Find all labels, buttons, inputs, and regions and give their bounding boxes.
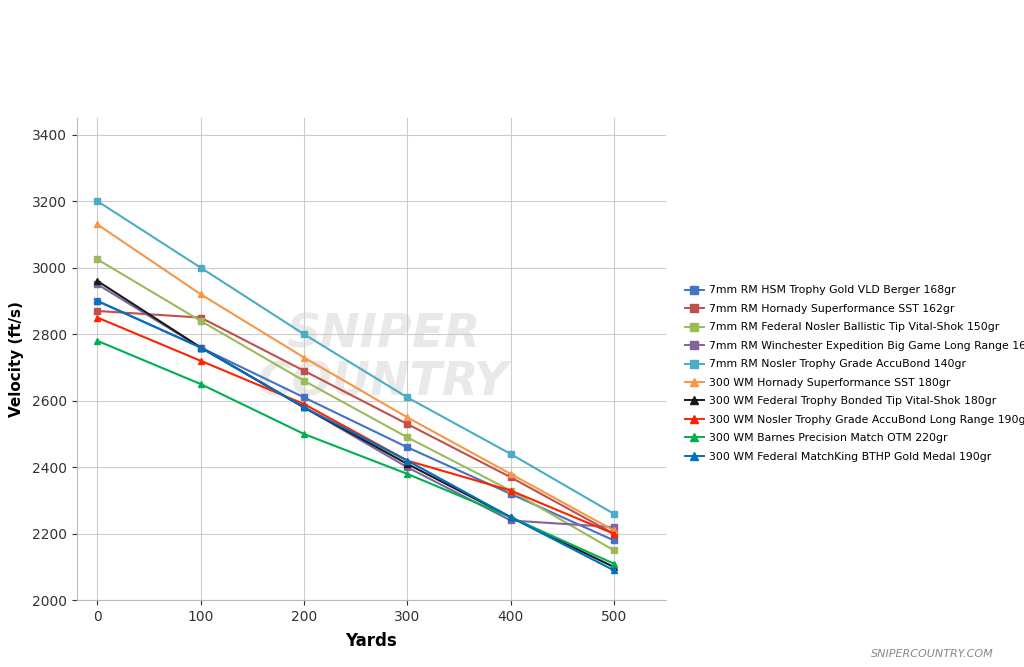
X-axis label: Yards: Yards xyxy=(345,632,397,650)
Y-axis label: Velocity (ft/s): Velocity (ft/s) xyxy=(8,301,24,417)
Text: BULLET VELOCITY: BULLET VELOCITY xyxy=(220,17,804,73)
Text: SNIPER
COUNTRY: SNIPER COUNTRY xyxy=(257,312,509,406)
Legend: 7mm RM HSM Trophy Gold VLD Berger 168gr, 7mm RM Hornady Superformance SST 162gr,: 7mm RM HSM Trophy Gold VLD Berger 168gr,… xyxy=(681,282,1024,465)
Text: SNIPERCOUNTRY.COM: SNIPERCOUNTRY.COM xyxy=(870,649,993,659)
